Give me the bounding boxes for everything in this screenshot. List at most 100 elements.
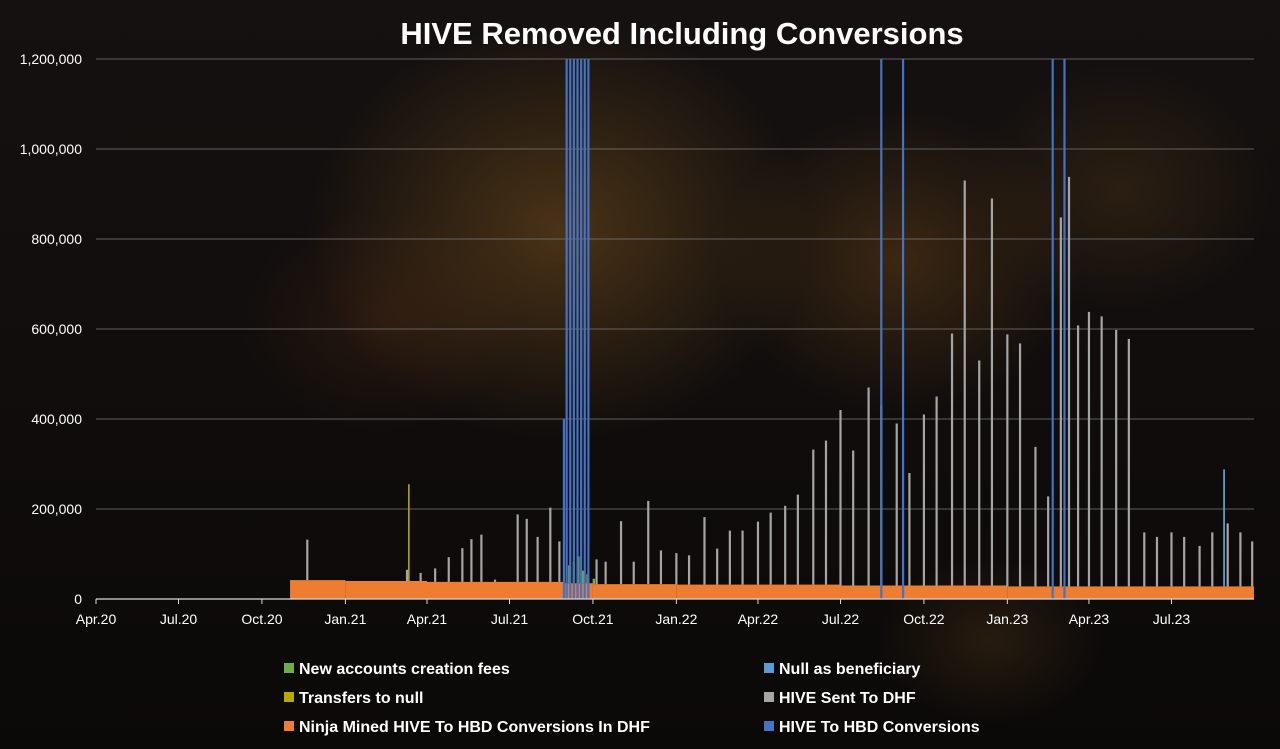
bar-hive-to-hbd-conversion: [565, 59, 568, 599]
x-tick-label: Apr.22: [738, 611, 779, 627]
legend-swatch: [284, 721, 294, 731]
bar-hive-sent-to-dhf: [1198, 545, 1201, 587]
bar-hive-sent-to-dhf: [824, 440, 828, 585]
bar-hive-sent-to-dhf: [935, 396, 938, 586]
chart-title: HIVE Removed Including Conversions: [400, 16, 963, 51]
x-tick-label: Jul.21: [491, 611, 529, 627]
bar-new-accounts-fees: [581, 570, 585, 584]
bar-hive-sent-to-dhf: [1143, 532, 1146, 587]
bar-hive-sent-to-dhf: [1183, 536, 1186, 587]
bar-hive-sent-to-dhf: [741, 530, 744, 585]
bar-hive-sent-to-dhf: [1006, 334, 1009, 587]
bar-hive-sent-to-dhf: [461, 548, 464, 582]
bar-hive-sent-to-dhf: [480, 534, 483, 582]
bar-hive-sent-to-dhf: [812, 449, 815, 585]
data-bars: [290, 59, 1254, 599]
legend: New accounts creation fees Null as benefi…: [284, 661, 980, 736]
y-tick-label: 1,200,000: [20, 51, 82, 67]
bar-hive-sent-to-dhf: [769, 512, 772, 585]
bar-ninja-mined-conversion: [564, 583, 593, 599]
legend-label: Transfers to null: [299, 690, 423, 707]
bar-hive-sent-to-dhf: [470, 539, 473, 582]
legend-swatch: [284, 663, 294, 673]
bar-hive-sent-to-dhf: [990, 198, 994, 586]
bar-ninja-mined-conversion: [290, 580, 346, 599]
bar-hive-sent-to-dhf: [895, 423, 898, 586]
bar-hive-sent-to-dhf: [716, 548, 719, 585]
bar-hive-sent-to-dhf: [558, 541, 561, 582]
legend-swatch: [764, 663, 774, 673]
bar-hive-sent-to-dhf: [549, 507, 552, 582]
x-tick-label: Oct.22: [903, 611, 944, 627]
bar-hive-to-hbd-conversion: [580, 59, 583, 599]
x-tick-label: Jan.21: [324, 611, 366, 627]
bar-hive-to-hbd-conversion: [880, 59, 883, 599]
bar-hive-sent-to-dhf: [536, 536, 539, 582]
bar-hive-sent-to-dhf: [963, 180, 966, 586]
x-tick-label: Jan.23: [986, 611, 1028, 627]
bar-hive-sent-to-dhf: [796, 494, 799, 585]
bar-hive-to-hbd-conversion: [1063, 59, 1066, 599]
x-tick-label: Jan.22: [655, 611, 697, 627]
bar-hive-sent-to-dhf: [950, 333, 954, 586]
bar-hive-sent-to-dhf: [1226, 523, 1229, 587]
bar-hive-sent-to-dhf: [784, 505, 787, 585]
bar-hive-sent-to-dhf: [1115, 329, 1118, 587]
x-tick-label: Apr.21: [407, 611, 448, 627]
legend-swatch: [764, 692, 774, 702]
bar-hive-sent-to-dhf: [675, 553, 678, 585]
bar-ninja-mined-conversion: [1007, 586, 1254, 599]
bar-hive-sent-to-dhf: [447, 557, 450, 582]
bar-hive-sent-to-dhf: [1034, 446, 1037, 587]
bar-ninja-mined-conversion: [592, 584, 677, 599]
bar-hive-sent-to-dhf: [1067, 176, 1071, 587]
bar-hive-sent-to-dhf: [493, 579, 497, 582]
legend-label: Ninja Mined HIVE To HBD Conversions In D…: [299, 719, 650, 736]
gridlines: [96, 58, 1254, 510]
bar-hive-sent-to-dhf: [922, 414, 926, 586]
x-tick-label: Jul.23: [1153, 611, 1191, 627]
bar-hive-sent-to-dhf: [659, 550, 663, 585]
x-tick-label: Apr.20: [76, 611, 117, 627]
bar-hive-to-hbd-conversion: [583, 59, 586, 599]
bar-hive-sent-to-dhf: [1251, 541, 1254, 587]
bar-ninja-mined-conversion: [345, 581, 427, 599]
bar-hive-sent-to-dhf: [405, 569, 409, 581]
legend-item-ninja: Ninja Mined HIVE To HBD Conversions In D…: [284, 719, 650, 736]
legend-item-transfers-null: Transfers to null: [284, 690, 423, 707]
bar-hive-sent-to-dhf: [728, 530, 731, 585]
bar-hive-sent-to-dhf: [306, 539, 309, 581]
bar-ninja-mined-conversion: [676, 584, 841, 599]
bar-hive-sent-to-dhf: [604, 561, 607, 585]
bar-ninja-mined-conversion: [840, 585, 1008, 599]
legend-label: New accounts creation fees: [299, 661, 510, 678]
bar-hive-to-hbd-conversion: [576, 59, 579, 599]
bar-hive-sent-to-dhf: [1018, 343, 1022, 587]
bar-hive-sent-to-dhf: [525, 518, 528, 582]
y-tick-label: 400,000: [31, 411, 82, 427]
bar-hive-sent-to-dhf: [978, 360, 981, 586]
bar-hive-sent-to-dhf: [1170, 532, 1173, 587]
x-tick-label: Oct.21: [572, 611, 613, 627]
bar-hive-sent-to-dhf: [434, 568, 437, 582]
legend-label: HIVE To HBD Conversions: [779, 719, 980, 736]
bar-hive-sent-to-dhf: [908, 473, 911, 586]
bar-hive-to-hbd-conversion: [572, 59, 575, 599]
bar-hive-sent-to-dhf: [516, 514, 519, 582]
bar-hive-to-hbd-conversion: [587, 59, 590, 599]
legend-swatch: [284, 692, 294, 702]
bar-transfers-to-null: [408, 484, 410, 581]
legend-item-new-accounts: New accounts creation fees: [284, 661, 510, 678]
bar-hive-sent-to-dhf: [1155, 536, 1159, 587]
bar-hive-sent-to-dhf: [619, 521, 623, 585]
bar-hive-sent-to-dhf: [852, 450, 855, 586]
bar-ninja-mined-conversion: [426, 581, 565, 599]
bar-hive-sent-to-dhf: [632, 561, 635, 585]
y-tick-label: 800,000: [31, 231, 82, 247]
bar-hive-sent-to-dhf: [1087, 311, 1091, 587]
bar-null-beneficiary: [1223, 469, 1225, 587]
bar-hive-sent-to-dhf: [1127, 338, 1130, 587]
x-tick-label: Apr.23: [1069, 611, 1110, 627]
bar-hive-sent-to-dhf: [839, 410, 842, 586]
